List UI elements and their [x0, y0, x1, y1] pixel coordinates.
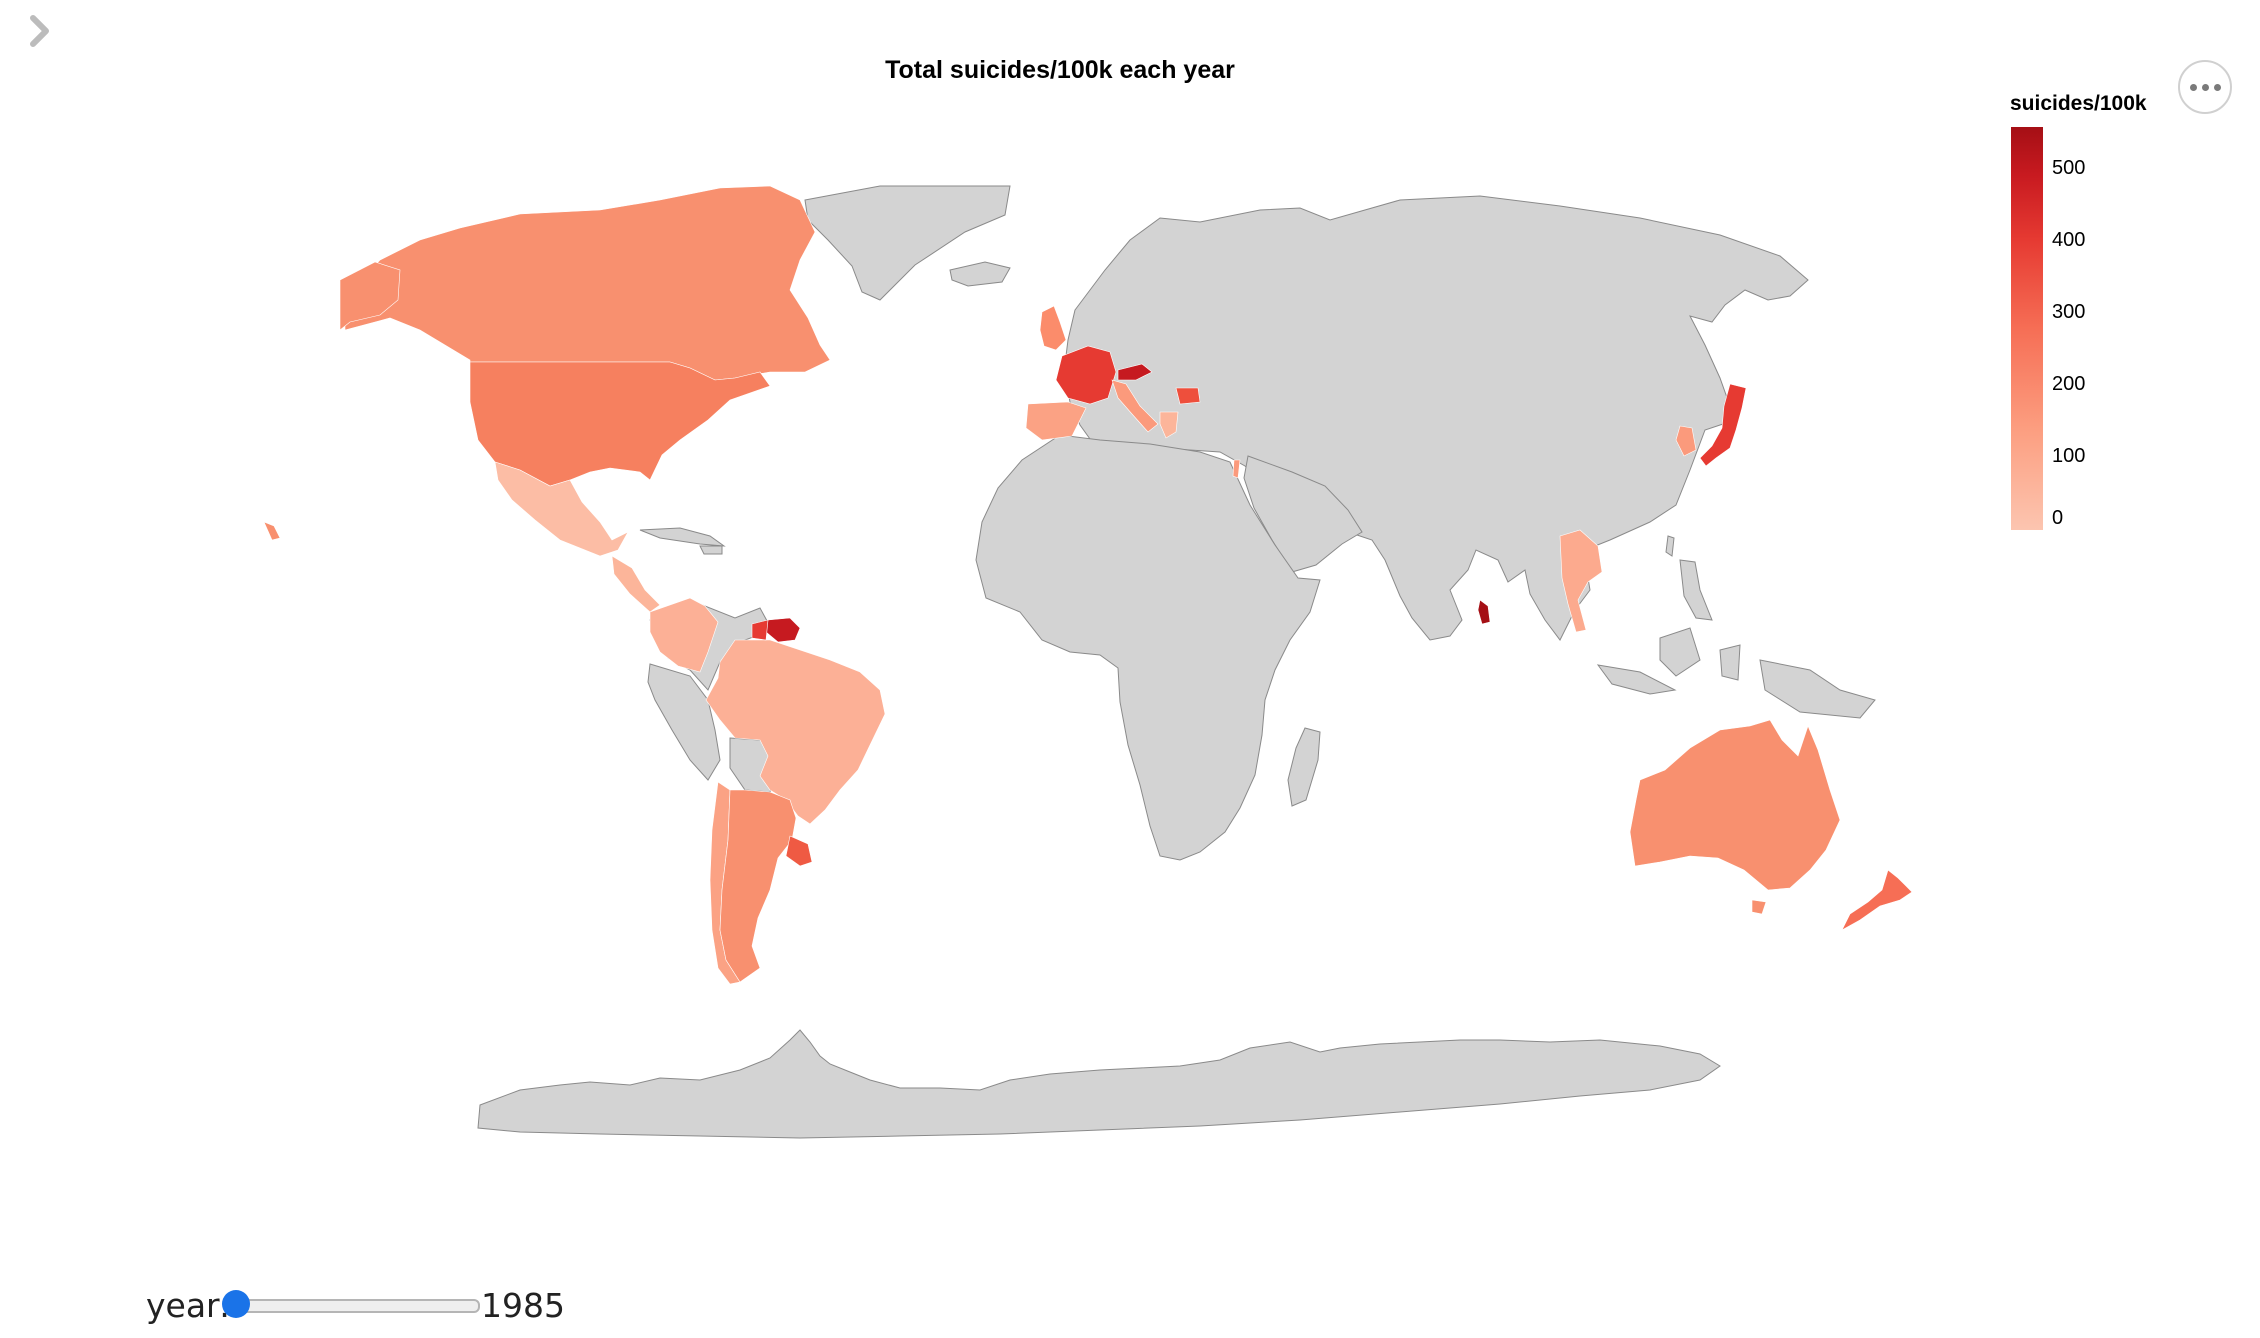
iceland	[949, 261, 1011, 287]
data-countries	[263, 185, 1913, 985]
menu-dot	[2201, 83, 2209, 91]
slider-track[interactable]	[232, 1299, 480, 1313]
hawaii	[263, 521, 281, 541]
menu-dot	[2189, 83, 2197, 91]
guyana	[751, 619, 769, 641]
united-kingdom	[1039, 305, 1067, 351]
year-slider-value: 1985	[481, 1286, 565, 1325]
colorbar-tick: 500	[2052, 157, 2086, 179]
israel	[1232, 459, 1241, 479]
cuba	[639, 527, 726, 547]
colombia	[649, 597, 719, 673]
colorbar-title: suicides/100k	[2010, 92, 2147, 115]
alaska	[339, 261, 401, 331]
chart-title: Total suicides/100k each year	[885, 56, 1235, 84]
taiwan	[1665, 535, 1675, 557]
slider-thumb[interactable]	[222, 1290, 250, 1318]
mexico	[494, 461, 629, 557]
menu-dot	[2213, 83, 2221, 91]
hispaniola	[699, 545, 723, 555]
france	[1055, 345, 1117, 405]
japan	[1699, 383, 1747, 467]
africa	[975, 434, 1321, 861]
spain-portugal	[1025, 401, 1087, 441]
uruguay	[785, 835, 813, 867]
colorbar	[2011, 127, 2043, 530]
eurasia	[1063, 195, 1809, 641]
philippines	[1679, 559, 1713, 621]
austria	[1117, 363, 1153, 381]
colorbar-tick: 200	[2052, 373, 2086, 395]
united-states	[469, 361, 771, 487]
chevron-right-icon[interactable]	[26, 14, 56, 48]
greece	[1159, 411, 1179, 439]
colorbar-tick: 400	[2052, 229, 2086, 251]
antarctica	[477, 1029, 1721, 1139]
ellipsis-icon[interactable]	[2178, 60, 2232, 114]
arabia	[1243, 455, 1363, 573]
indonesia	[1596, 627, 1876, 719]
australia	[1629, 719, 1841, 891]
brazil	[705, 639, 886, 825]
canada	[344, 185, 831, 381]
colorbar-tick: 0	[2052, 507, 2064, 529]
suriname-guyana	[765, 617, 801, 643]
year-slider-label: year:	[146, 1286, 231, 1325]
colorbar-tick: 100	[2052, 445, 2086, 467]
thailand	[1559, 529, 1603, 633]
madagascar	[1287, 727, 1321, 807]
countries	[477, 185, 1876, 1139]
bulgaria	[1175, 387, 1201, 405]
argentina	[719, 789, 797, 983]
colorbar-tick: 300	[2052, 301, 2086, 323]
greenland	[804, 185, 1011, 301]
italy	[1111, 379, 1159, 433]
year-slider[interactable]	[222, 1290, 480, 1318]
south-korea	[1675, 425, 1697, 457]
central-america	[611, 555, 661, 613]
sri-lanka	[1477, 599, 1491, 625]
tasmania	[1751, 899, 1767, 915]
peru-ecuador	[647, 663, 721, 781]
new-zealand	[1841, 869, 1913, 931]
